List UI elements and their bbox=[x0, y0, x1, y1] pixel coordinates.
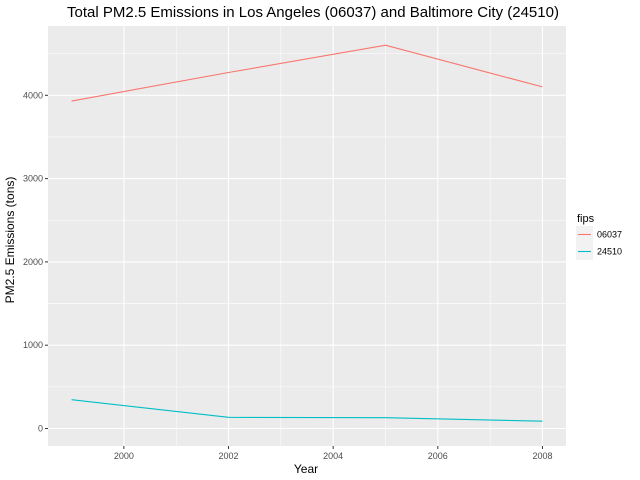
grid-lines bbox=[48, 26, 566, 446]
legend-label-06037: 06037 bbox=[597, 230, 622, 240]
series-line-06037 bbox=[71, 44, 543, 102]
series-lines bbox=[71, 44, 543, 422]
legend-label-24510: 24510 bbox=[597, 247, 622, 257]
y-tick-label: 2000 bbox=[23, 257, 43, 267]
y-tick-label: 3000 bbox=[23, 174, 43, 184]
legend-title: fips bbox=[577, 213, 595, 225]
x-axis-title: Year bbox=[294, 462, 318, 476]
y-tick-label: 4000 bbox=[23, 90, 43, 100]
chart-title: Total PM2.5 Emissions in Los Angeles (06… bbox=[67, 4, 559, 21]
y-axis-title: PM2.5 Emissions (tons) bbox=[3, 177, 17, 304]
x-tick-label: 2008 bbox=[532, 451, 552, 461]
legend: fips 06037 24510 bbox=[576, 213, 622, 260]
x-tick-label: 2006 bbox=[428, 451, 448, 461]
x-tick-label: 2002 bbox=[218, 451, 238, 461]
x-tick-label: 2004 bbox=[323, 451, 343, 461]
axes: 2000 2002 2004 2006 2008 0 1000 2000 3000 4000 bbox=[23, 90, 553, 461]
y-tick-label: 0 bbox=[38, 424, 43, 434]
series-line-24510 bbox=[71, 399, 543, 422]
x-tick-label: 2000 bbox=[114, 451, 134, 461]
plot-panel bbox=[48, 26, 566, 446]
y-tick-label: 1000 bbox=[23, 340, 43, 350]
panel-background bbox=[48, 26, 566, 446]
